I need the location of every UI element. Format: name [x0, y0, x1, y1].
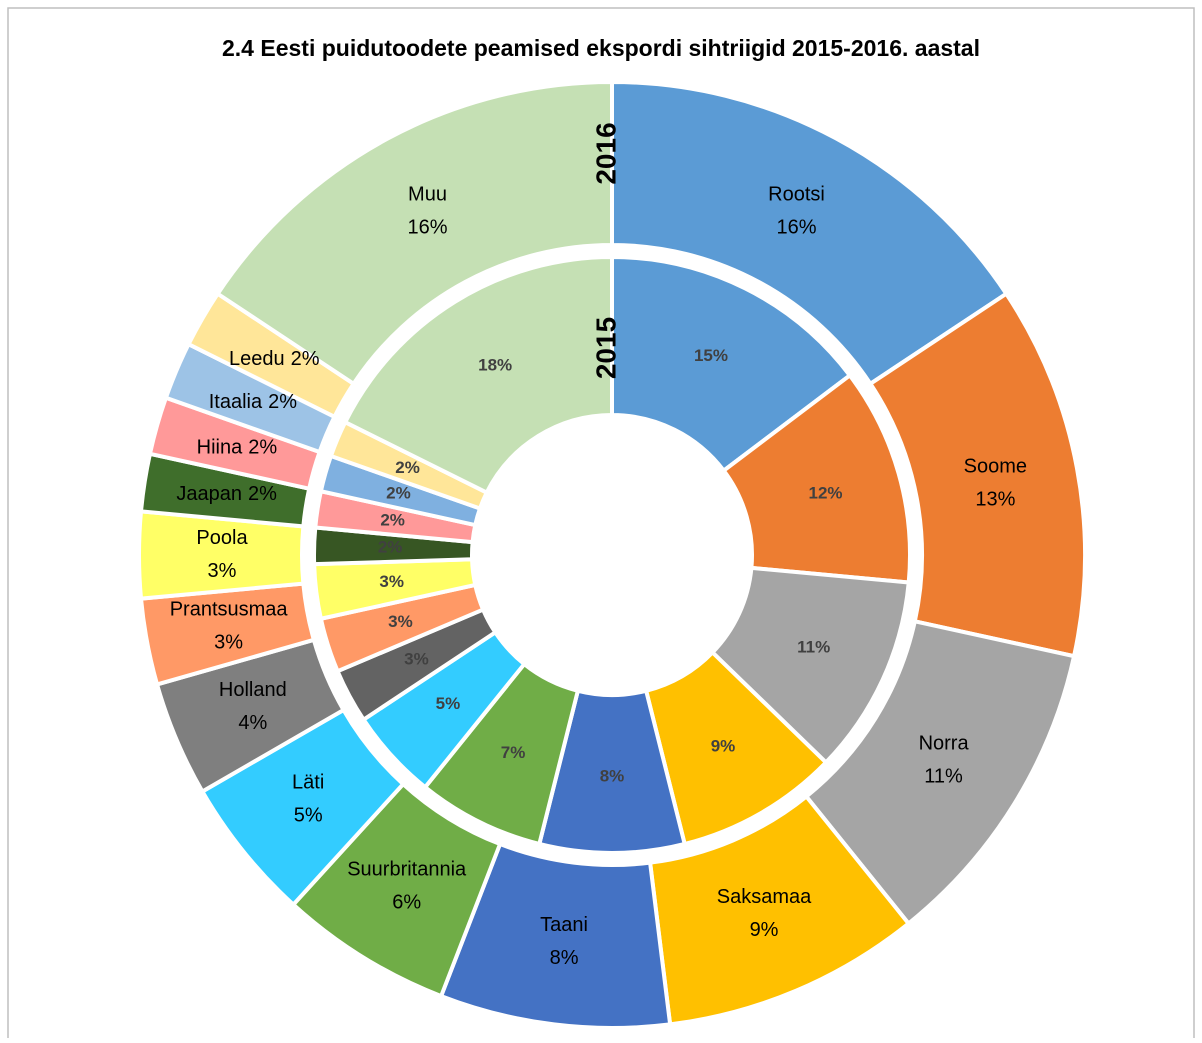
value-label: 3%	[388, 612, 413, 631]
series-name: 2016	[590, 122, 621, 184]
value-label: 2%	[291, 348, 320, 370]
value-label: 16%	[407, 217, 447, 239]
value-label: 5%	[294, 805, 323, 827]
value-label: 2%	[248, 437, 277, 459]
donut-slice	[214, 79, 614, 387]
slice-label: Läti 5%	[292, 772, 324, 827]
category-label: Jaapan	[176, 483, 242, 505]
donut-slice	[709, 565, 911, 766]
slice-label: Holland 4%	[219, 679, 287, 734]
category-label: Poola	[196, 527, 248, 549]
category-label: Leedu	[229, 348, 285, 370]
donut-slice	[610, 79, 1010, 387]
category-label: Hiina	[197, 437, 243, 459]
value-label: 2%	[248, 483, 277, 505]
value-label: 3%	[404, 650, 429, 669]
slice-label: Suurbritannia 6%	[347, 859, 467, 914]
category-label: Läti	[292, 772, 324, 794]
slice-label: Leedu 2%	[229, 348, 320, 370]
value-label: 7%	[501, 743, 526, 762]
category-label: Holland	[219, 679, 287, 701]
value-label: 3%	[208, 560, 237, 582]
value-label: 8%	[600, 766, 625, 785]
value-label: 9%	[711, 737, 736, 756]
value-label: 2%	[268, 391, 297, 413]
value-label: 6%	[392, 892, 421, 914]
value-label: 16%	[776, 217, 816, 239]
slice-label: Itaalia 2%	[209, 391, 297, 413]
slice-label: Rootsi 16%	[768, 184, 825, 239]
donut-slice	[610, 254, 853, 474]
category-label: Muu	[408, 184, 447, 206]
value-label: 11%	[924, 766, 963, 788]
slice-label: Poola 3%	[196, 527, 248, 582]
slice-label: Jaapan 2%	[176, 483, 277, 505]
slice-label: Norra 11%	[919, 733, 970, 788]
value-label: 2%	[378, 538, 403, 557]
value-label: 8%	[550, 947, 579, 969]
value-label: 11%	[797, 637, 830, 656]
category-label: Prantsusmaa	[170, 599, 289, 621]
chart-title: 2.4 Eesti puidutoodete peamised ekspordi…	[222, 35, 980, 61]
value-label: 3%	[379, 572, 404, 591]
value-label: 15%	[694, 346, 728, 365]
value-label: 13%	[975, 489, 1015, 511]
value-label: 2%	[380, 510, 405, 529]
value-label: 9%	[750, 919, 779, 941]
donut-slice	[342, 254, 614, 496]
slice-label: Hiina 2%	[197, 437, 278, 459]
slice-label: Prantsusmaa 3%	[170, 599, 289, 654]
value-label: 2%	[386, 484, 411, 503]
donut-slice	[720, 372, 912, 585]
slice-label: Muu 16%	[407, 184, 447, 239]
category-label: Taani	[540, 914, 588, 936]
category-label: Rootsi	[768, 184, 825, 206]
value-label: 3%	[214, 632, 243, 654]
value-label: 2%	[395, 458, 420, 477]
value-label: 4%	[238, 712, 267, 734]
value-label: 5%	[436, 694, 461, 713]
slice-label: Taani 8%	[540, 914, 588, 969]
value-label: 12%	[809, 484, 843, 503]
category-label: Norra	[919, 733, 970, 755]
series-name: 2015	[590, 317, 621, 379]
category-label: Itaalia	[209, 391, 263, 413]
category-label: Suurbritannia	[347, 859, 467, 881]
category-label: Saksamaa	[717, 886, 812, 908]
value-label: 18%	[478, 356, 512, 375]
slice-label: Saksamaa 9%	[717, 886, 812, 941]
category-label: Soome	[964, 456, 1027, 478]
slice-label: Soome 13%	[964, 456, 1027, 511]
